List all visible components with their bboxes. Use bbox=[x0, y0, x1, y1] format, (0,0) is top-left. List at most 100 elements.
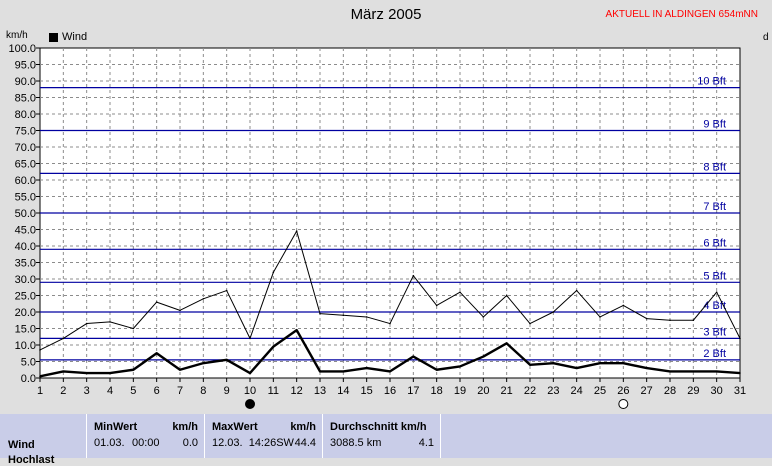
gust-point bbox=[575, 289, 578, 292]
gust-point bbox=[412, 274, 415, 277]
y-tick-label: 35.0 bbox=[15, 258, 36, 270]
x-tick-label: 29 bbox=[687, 385, 699, 397]
gust-point bbox=[365, 316, 368, 318]
x-tick-label: 3 bbox=[84, 385, 90, 397]
moon-markers bbox=[245, 399, 629, 409]
max-value: 44.4 bbox=[294, 437, 316, 449]
x-tick-label: 5 bbox=[130, 385, 136, 397]
wind-point bbox=[319, 370, 321, 373]
x-tick-label: 30 bbox=[711, 385, 723, 397]
wind-point bbox=[622, 362, 625, 364]
beaufort-label: 3 Bft bbox=[703, 326, 726, 338]
x-tick-label: 28 bbox=[664, 385, 676, 397]
y-tick-label: 15.0 bbox=[15, 324, 36, 336]
y-tick-label: 50.0 bbox=[15, 208, 36, 220]
gust-point bbox=[482, 316, 485, 318]
beaufort-lines: 2 Bft 3 Bft 4 Bft 5 Bft 6 Bft 7 Bft 8 Bft 9 Bft… bbox=[40, 76, 740, 361]
gust-point bbox=[132, 327, 135, 330]
gust-point bbox=[62, 337, 65, 340]
wind-point bbox=[692, 370, 695, 373]
wind-point bbox=[249, 372, 251, 374]
min-date: 01.03. bbox=[94, 437, 125, 449]
x-tick-label: 8 bbox=[200, 385, 206, 397]
stats-row-wind: Wind bbox=[8, 439, 35, 451]
avg-title: Durchschnitt km/h bbox=[330, 421, 427, 433]
gust-point bbox=[295, 230, 298, 232]
wind-point bbox=[505, 342, 508, 345]
gust-point bbox=[319, 312, 321, 315]
beaufort-label: 6 Bft bbox=[703, 237, 726, 249]
gust-point bbox=[505, 294, 508, 297]
beaufort-label: 9 Bft bbox=[703, 119, 726, 131]
y-tick-label: 60.0 bbox=[15, 175, 36, 187]
gust-point bbox=[225, 289, 228, 292]
y-tick-label: 100.0 bbox=[8, 43, 36, 55]
x-tick-label: 12 bbox=[291, 385, 303, 397]
y-tick-label: 80.0 bbox=[15, 109, 36, 121]
beaufort-label: 2 Bft bbox=[703, 348, 726, 360]
wind-point bbox=[575, 367, 578, 369]
x-tick-label: 4 bbox=[107, 385, 113, 397]
max-datetime: 12.03. 14:26SW bbox=[212, 437, 294, 449]
wind-point bbox=[412, 355, 415, 358]
gust-point bbox=[739, 337, 741, 340]
gust-point bbox=[529, 322, 531, 325]
beaufort-label: 5 Bft bbox=[703, 270, 726, 282]
gust-point bbox=[39, 349, 41, 351]
wind-point bbox=[295, 329, 298, 331]
min-value: 0.0 bbox=[182, 437, 198, 449]
new-moon-icon bbox=[245, 399, 255, 409]
x-tick-label: 21 bbox=[501, 385, 513, 397]
y-tick-label: 95.0 bbox=[15, 60, 36, 72]
x-tick-label: 10 bbox=[244, 385, 256, 397]
gust-point bbox=[552, 311, 555, 313]
wind-point bbox=[132, 368, 135, 371]
stats-row-hochlast: Hochlast bbox=[8, 454, 55, 466]
gust-point bbox=[179, 309, 181, 312]
x-tick-label: 7 bbox=[177, 385, 183, 397]
wind-point bbox=[342, 370, 345, 373]
y-tick-label: 40.0 bbox=[15, 241, 36, 253]
x-tick-label: 14 bbox=[337, 385, 349, 397]
x-tick-label: 1 bbox=[37, 385, 43, 397]
x-tick-label: 20 bbox=[477, 385, 489, 397]
x-tick-label: 2 bbox=[60, 385, 66, 397]
wind-point bbox=[529, 364, 531, 366]
gust-point bbox=[435, 304, 438, 307]
legend: Wind bbox=[49, 31, 87, 43]
x-tick-label: 9 bbox=[224, 385, 230, 397]
x-tick-label: 18 bbox=[431, 385, 443, 397]
gust-point bbox=[342, 314, 345, 317]
wind-point bbox=[552, 362, 555, 364]
x-tick-label: 25 bbox=[594, 385, 606, 397]
wind-point bbox=[459, 365, 461, 368]
gust-point bbox=[85, 322, 88, 325]
gust-point bbox=[109, 321, 111, 323]
chart-title: März 2005 bbox=[350, 6, 422, 23]
gust-point bbox=[389, 322, 391, 325]
wind-point bbox=[85, 372, 88, 374]
max-unit: km/h bbox=[290, 421, 316, 433]
wind-point bbox=[739, 372, 741, 374]
stats-row-names: Wind Hochlast bbox=[0, 414, 87, 466]
max-title: MaxWert bbox=[212, 421, 258, 433]
y-tick-label: 20.0 bbox=[15, 307, 36, 319]
min-unit: km/h bbox=[172, 421, 198, 433]
y-tick-label: 10.0 bbox=[15, 340, 36, 352]
wind-point bbox=[435, 368, 438, 371]
wind-point bbox=[645, 367, 648, 369]
beaufort-label: 7 Bft bbox=[703, 201, 726, 213]
wind-point bbox=[482, 355, 485, 358]
stats-min: MinWert km/h 01.03. 00:00 0.0 bbox=[87, 414, 205, 458]
wind-point bbox=[599, 362, 601, 364]
full-moon-icon bbox=[618, 399, 629, 409]
x-tick-label: 6 bbox=[154, 385, 160, 397]
y-tick-label: 0.0 bbox=[21, 373, 36, 385]
x-axis: 1 2 3 4 5 6 7 8 9 10 11 12 13 14 15 16 17 18 19 20 21 22 23 24 2… bbox=[37, 378, 746, 397]
wind-point bbox=[365, 367, 368, 369]
gust-point bbox=[599, 316, 601, 318]
gust-point bbox=[669, 319, 671, 322]
beaufort-label: 4 Bft bbox=[703, 300, 726, 312]
x-tick-label: 11 bbox=[268, 385, 279, 397]
beaufort-label: 8 Bft bbox=[703, 161, 726, 173]
